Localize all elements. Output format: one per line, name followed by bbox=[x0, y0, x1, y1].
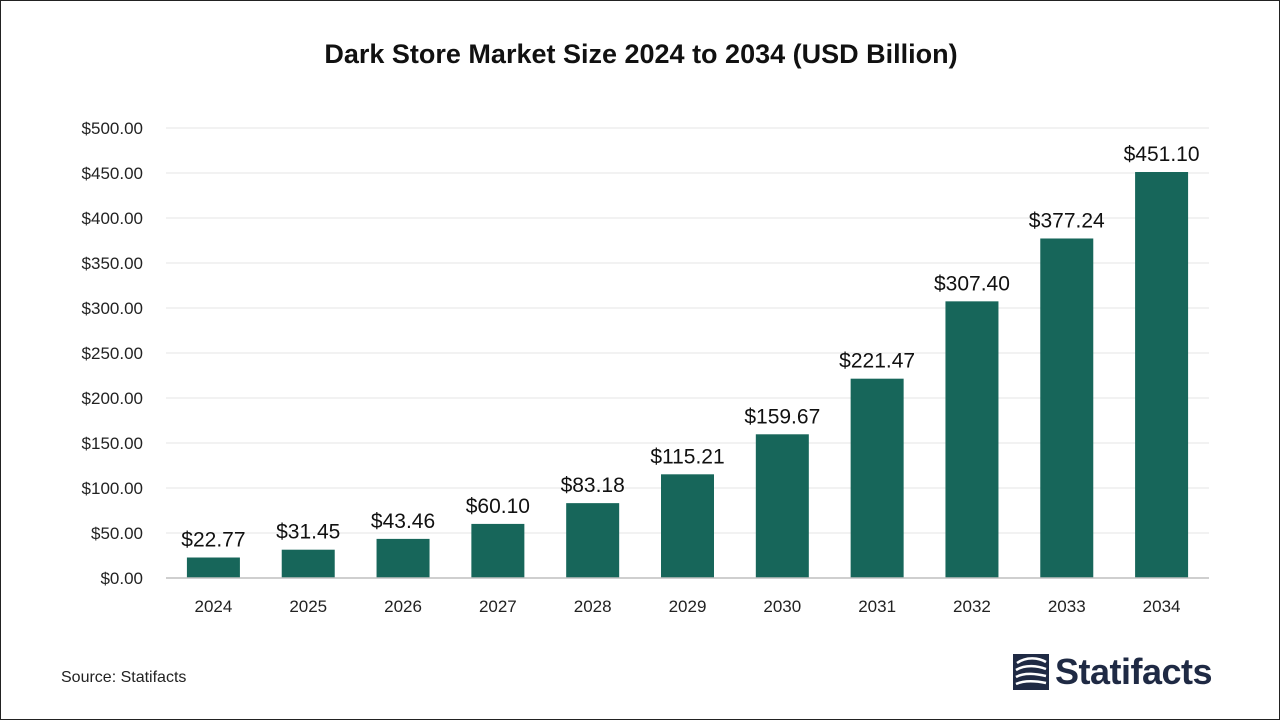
source-note: Source: Statifacts bbox=[61, 669, 187, 686]
x-tick-label: 2028 bbox=[574, 597, 612, 616]
bar bbox=[1135, 172, 1189, 578]
bar-value-label: $307.40 bbox=[934, 272, 1010, 295]
bar bbox=[1040, 238, 1094, 578]
bar bbox=[661, 474, 714, 578]
x-tick-label: 2024 bbox=[194, 597, 232, 616]
x-tick-label: 2026 bbox=[384, 597, 422, 616]
x-tick-label: 2034 bbox=[1143, 597, 1181, 616]
y-tick-label: $300.00 bbox=[82, 299, 143, 318]
bar-value-label: $377.24 bbox=[1029, 209, 1105, 232]
x-tick-label: 2031 bbox=[858, 597, 896, 616]
x-tick-label: 2027 bbox=[479, 597, 517, 616]
y-tick-label: $200.00 bbox=[82, 389, 143, 408]
bar bbox=[186, 557, 240, 578]
x-tick-label: 2033 bbox=[1048, 597, 1086, 616]
bar bbox=[755, 434, 809, 578]
statifacts-logo-icon bbox=[1013, 654, 1049, 690]
x-tick-label: 2025 bbox=[289, 597, 327, 616]
chart-title: Dark Store Market Size 2024 to 2034 (USD… bbox=[324, 39, 958, 69]
bar-value-label: $31.45 bbox=[276, 521, 340, 544]
bar-value-label: $22.77 bbox=[181, 529, 245, 552]
y-tick-label: $500.00 bbox=[82, 119, 143, 138]
y-tick-label: $350.00 bbox=[82, 254, 143, 273]
x-tick-label: 2030 bbox=[763, 597, 801, 616]
y-tick-label: $450.00 bbox=[82, 164, 143, 183]
bar bbox=[281, 549, 335, 578]
y-tick-label: $400.00 bbox=[82, 209, 143, 228]
y-tick-label: $250.00 bbox=[82, 344, 143, 363]
x-tick-label: 2029 bbox=[669, 597, 707, 616]
brand-name: Statifacts bbox=[1055, 651, 1213, 692]
y-tick-label: $50.00 bbox=[91, 524, 143, 543]
bar-value-label: $115.21 bbox=[650, 445, 724, 468]
bar bbox=[850, 378, 904, 578]
x-tick-label: 2032 bbox=[953, 597, 991, 616]
bar-value-label: $43.46 bbox=[371, 510, 435, 533]
y-tick-label: $0.00 bbox=[100, 569, 143, 588]
bar bbox=[376, 538, 430, 578]
brand-logo: Statifacts bbox=[1013, 651, 1213, 693]
bar-value-label: $451.10 bbox=[1124, 143, 1200, 166]
bar bbox=[566, 503, 620, 578]
y-tick-label: $150.00 bbox=[82, 434, 143, 453]
bar bbox=[945, 301, 999, 578]
y-tick-label: $100.00 bbox=[82, 479, 143, 498]
bar-value-label: $60.10 bbox=[466, 495, 530, 518]
bar-value-label: $159.67 bbox=[744, 405, 820, 428]
bar-value-label: $83.18 bbox=[561, 474, 625, 497]
bar bbox=[471, 523, 525, 578]
bar-value-label: $221.47 bbox=[839, 350, 915, 373]
